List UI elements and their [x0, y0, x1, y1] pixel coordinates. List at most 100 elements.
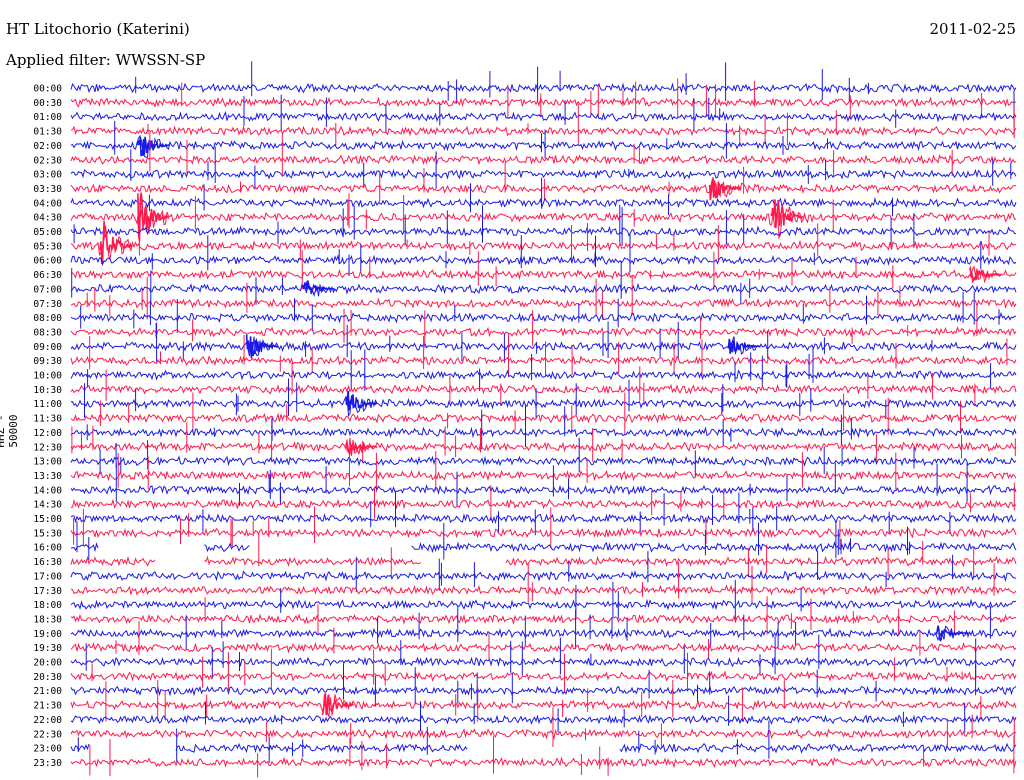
row-time-label: 11:30	[33, 414, 62, 425]
row-time-label: 22:30	[33, 729, 62, 740]
trace-row	[70, 469, 1017, 482]
trace-row	[70, 125, 1017, 137]
trace-row	[70, 584, 1017, 596]
trace-row	[70, 512, 1017, 525]
row-time-label: 19:30	[33, 643, 62, 654]
trace-row	[70, 426, 1017, 439]
row-time-label: 21:30	[33, 701, 62, 712]
row-time-label: 16:00	[33, 543, 62, 554]
row-time-label: 15:30	[33, 528, 62, 539]
row-time-label: 10:00	[33, 371, 62, 382]
trace-row	[70, 694, 1017, 717]
row-time-label: 17:30	[33, 586, 62, 597]
row-time-label: 07:30	[33, 299, 62, 310]
trace-row	[70, 383, 1017, 395]
row-time-label: 12:30	[33, 442, 62, 453]
trace-row	[70, 555, 1017, 568]
row-time-label: 20:00	[33, 658, 62, 669]
trace-row	[70, 455, 1017, 467]
row-time-label: 12:00	[33, 428, 62, 439]
event-burst	[99, 220, 133, 265]
trace-row	[70, 197, 1017, 209]
trace-row	[70, 685, 1017, 697]
trace-row	[70, 110, 1017, 123]
filter-label: Applied filter: WWSSN-SP	[6, 51, 206, 69]
row-time-label: 15:00	[33, 514, 62, 525]
event-burst	[345, 390, 378, 411]
row-time-label: 22:00	[33, 715, 62, 726]
row-time-label: 10:30	[33, 385, 62, 396]
row-time-label: 14:30	[33, 500, 62, 511]
event-burst	[345, 440, 378, 456]
row-time-label: 17:00	[33, 571, 62, 582]
row-time-label: 13:00	[33, 457, 62, 468]
trace-row	[70, 541, 1017, 554]
row-time-label: 04:00	[33, 198, 62, 209]
trace-row	[70, 713, 1017, 725]
event-burst	[321, 692, 355, 716]
row-time-label: 16:30	[33, 557, 62, 568]
event-burst	[935, 625, 969, 642]
trace-row	[70, 625, 1017, 641]
trace-row	[70, 280, 1017, 298]
row-time-label: 06:30	[33, 270, 62, 281]
trace-row	[70, 756, 1017, 769]
trace-row	[70, 412, 1017, 424]
row-time-label: 19:00	[33, 629, 62, 640]
station-title: HT Litochorio (Katerini)	[6, 20, 190, 38]
trace-row	[70, 225, 1017, 260]
event-burst	[770, 199, 804, 229]
event-burst	[708, 178, 742, 201]
trace-row	[70, 254, 1017, 267]
row-time-label: 23:30	[33, 758, 62, 769]
row-time-label: 07:00	[33, 284, 62, 295]
row-time-label: 04:30	[33, 213, 62, 224]
event-burst	[137, 192, 170, 242]
row-time-label: 14:00	[33, 485, 62, 496]
event-burst	[968, 265, 1002, 284]
trace-row	[70, 641, 1017, 654]
row-time-label: 00:30	[33, 98, 62, 109]
trace-row	[70, 728, 1017, 741]
trace-row	[70, 354, 1017, 367]
row-time-label: 08:00	[33, 313, 62, 324]
trace-row	[70, 204, 1017, 240]
row-time-label: 02:00	[33, 141, 62, 152]
trace-row	[70, 96, 1017, 108]
row-time-label: 01:30	[33, 127, 62, 138]
row-time-label: 05:00	[33, 227, 62, 238]
trace-row	[70, 437, 1017, 456]
trace-row	[70, 598, 1017, 611]
row-time-label: 23:00	[33, 744, 62, 755]
trace-row	[70, 613, 1017, 625]
trace-row	[70, 742, 1017, 754]
row-time-label: 05:30	[33, 241, 62, 252]
trace-row	[70, 168, 1017, 180]
trace-row	[70, 326, 1017, 338]
trace-row	[70, 225, 1017, 237]
trace-row	[70, 134, 1017, 159]
trace-row	[70, 154, 1017, 166]
trace-row	[70, 265, 1017, 284]
row-time-label: 18:00	[33, 600, 62, 611]
row-time-label: 06:00	[33, 256, 62, 267]
trace-row	[70, 82, 1017, 95]
row-time-label: 13:30	[33, 471, 62, 482]
row-time-label: 01:00	[33, 112, 62, 123]
row-time-label: 00:00	[33, 84, 62, 95]
row-time-label: 08:30	[33, 327, 62, 338]
row-time-label: 03:00	[33, 170, 62, 181]
row-time-label: 09:30	[33, 356, 62, 367]
trace-row	[70, 311, 1017, 324]
trace-row	[70, 177, 1017, 198]
row-time-label: 20:30	[33, 672, 62, 683]
event-burst	[727, 338, 761, 354]
trace-row	[70, 569, 1017, 583]
trace-row	[70, 484, 1017, 496]
row-time-label: 02:30	[33, 155, 62, 166]
trace-row	[70, 395, 1017, 418]
row-time-label: 11:00	[33, 399, 62, 410]
row-time-label: 18:30	[33, 614, 62, 625]
row-time-label: 09:00	[33, 342, 62, 353]
